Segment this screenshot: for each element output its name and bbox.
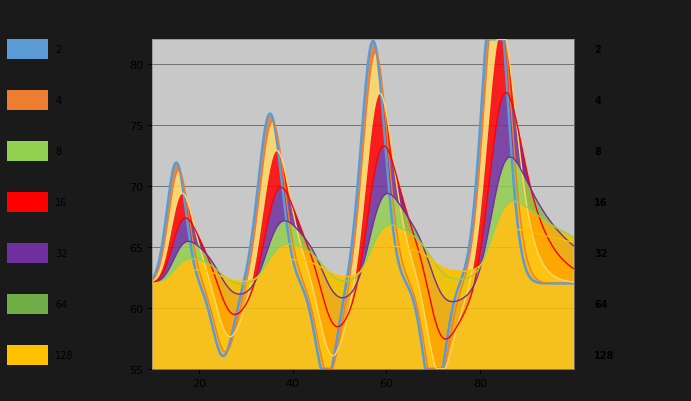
Text: 2: 2: [55, 45, 61, 55]
Text: 64: 64: [55, 299, 68, 309]
Text: 128: 128: [55, 350, 74, 360]
Text: 8: 8: [55, 147, 61, 157]
Text: 128: 128: [594, 350, 614, 360]
Text: 2: 2: [594, 45, 601, 55]
Text: 32: 32: [594, 248, 608, 258]
Text: 32: 32: [55, 248, 68, 258]
Text: 8: 8: [594, 147, 601, 157]
Text: 4: 4: [55, 96, 61, 106]
Text: 4: 4: [594, 96, 601, 106]
Text: 64: 64: [594, 299, 608, 309]
Text: 16: 16: [55, 198, 68, 207]
Text: 16: 16: [594, 198, 608, 207]
